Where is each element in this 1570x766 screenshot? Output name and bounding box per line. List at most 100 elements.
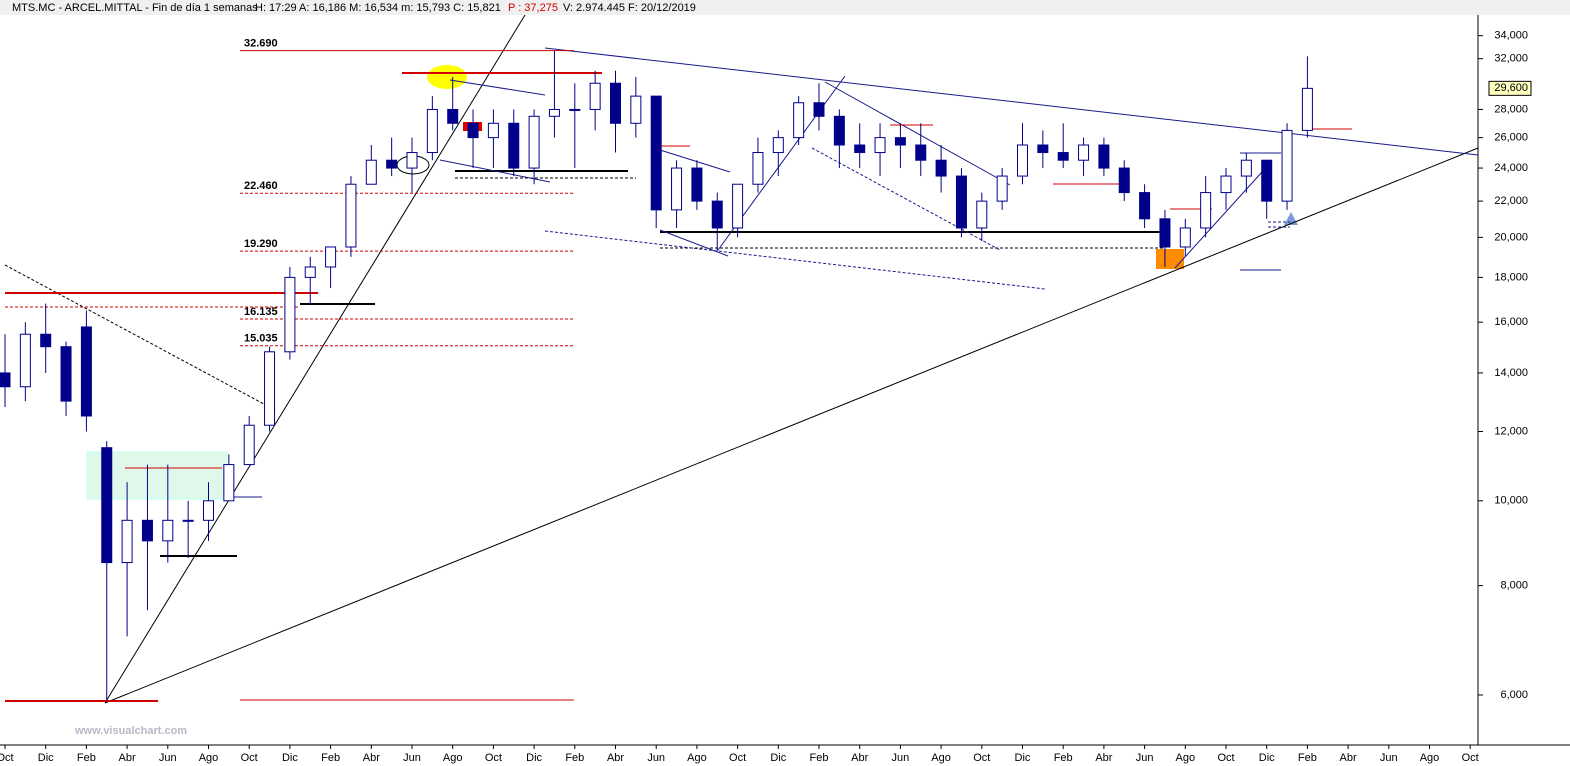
- x-tick-label: Jun: [159, 752, 177, 764]
- candle-body: [1017, 144, 1028, 177]
- candle-body: [508, 122, 520, 169]
- trendline: [811, 147, 1001, 251]
- x-tick-label: Ago: [931, 752, 951, 764]
- y-tick-label: 28,000: [1494, 103, 1528, 115]
- candle-body: [447, 108, 459, 124]
- candle-body: [1261, 159, 1273, 202]
- x-tick-label: Oct: [1462, 752, 1479, 764]
- candle-body: [0, 372, 11, 388]
- x-tick-label: Oct: [241, 752, 258, 764]
- y-tick-label: 6,000: [1500, 689, 1528, 701]
- candle-body: [955, 175, 967, 229]
- x-tick-label: Oct: [973, 752, 990, 764]
- candle-body: [589, 82, 601, 110]
- candle-body: [1179, 227, 1191, 248]
- candle-body: [894, 137, 906, 146]
- y-tick-label: 14,000: [1494, 367, 1528, 379]
- candle-body: [264, 351, 276, 426]
- x-tick-label: Abr: [119, 752, 136, 764]
- trendline: [659, 149, 731, 173]
- candle-body: [223, 464, 235, 502]
- x-tick-label: Dic: [38, 752, 54, 764]
- candle-body: [915, 144, 927, 161]
- candle-body: [1301, 87, 1313, 131]
- trendline: [659, 229, 729, 257]
- x-tick-label: Abr: [363, 752, 380, 764]
- trendline: [439, 159, 551, 183]
- candle-body: [691, 167, 703, 202]
- y-tick-label: 12,000: [1494, 425, 1528, 437]
- trendline: [4, 264, 276, 411]
- x-tick-label: Oct: [0, 752, 14, 764]
- trendline: [1174, 171, 1263, 269]
- candle-body: [203, 500, 214, 521]
- candle-body: [121, 519, 133, 564]
- candle-body: [833, 115, 845, 146]
- candle-body: [548, 108, 560, 117]
- x-tick-label: Dic: [526, 752, 542, 764]
- x-tick-label: Ago: [1420, 752, 1440, 764]
- x-tick-label: Dic: [1015, 752, 1031, 764]
- candle-body: [243, 424, 255, 466]
- candle-body: [1098, 144, 1110, 169]
- price-tag: [1488, 80, 1532, 96]
- candle-body: [1118, 167, 1130, 194]
- candle-body: [162, 519, 174, 542]
- y-tick-label: 22,000: [1494, 195, 1528, 207]
- trendline: [449, 79, 546, 96]
- candle-body: [793, 102, 805, 139]
- candle-body: [284, 276, 296, 353]
- watermark: www.visualchart.com: [74, 725, 187, 737]
- x-tick-label: Ago: [199, 752, 219, 764]
- candle-body: [1240, 159, 1252, 177]
- candle-body: [650, 95, 662, 211]
- candle-body: [60, 346, 72, 402]
- level-label: 16.135: [244, 306, 278, 318]
- candle-body: [1037, 144, 1049, 154]
- x-tick-label: Feb: [565, 752, 584, 764]
- trendline: [544, 47, 1479, 156]
- x-tick-label: Abr: [607, 752, 624, 764]
- price-tag-label: 29,600: [1494, 82, 1528, 94]
- header-bar: [0, 0, 1570, 15]
- x-tick-label: Abr: [1095, 752, 1112, 764]
- candle-body: [40, 333, 52, 348]
- y-tick-label: 32,000: [1494, 53, 1528, 65]
- candle-body: [976, 200, 988, 229]
- marker: [1156, 249, 1184, 269]
- x-tick-label: Ago: [687, 752, 707, 764]
- candle-body: [487, 122, 499, 139]
- x-tick-label: Oct: [1217, 752, 1234, 764]
- candle-body: [732, 183, 744, 229]
- candle-body: [711, 200, 723, 229]
- trendline: [824, 81, 1011, 186]
- y-tick-label: 18,000: [1494, 271, 1528, 283]
- trendline: [544, 230, 1046, 290]
- candle-body: [1159, 218, 1171, 248]
- candle-body: [325, 246, 337, 268]
- candle-body: [182, 519, 194, 522]
- x-tick-label: Jun: [403, 752, 421, 764]
- candle-body: [1281, 129, 1293, 202]
- candle-body: [854, 144, 866, 154]
- x-tick-label: Dic: [1259, 752, 1275, 764]
- level-label: 19.290: [244, 238, 278, 250]
- y-tick-label: 10,000: [1494, 495, 1528, 507]
- candle-body: [671, 167, 683, 211]
- candle-body: [101, 447, 113, 564]
- header-volume: V: 2.974.445 F: 20/12/2019: [563, 2, 696, 14]
- highlight: [427, 65, 467, 89]
- candle-body: [935, 159, 947, 177]
- level-label: 22.460: [244, 180, 278, 192]
- header-p: P : 37,275: [508, 2, 558, 14]
- x-tick-label: Feb: [810, 752, 829, 764]
- x-tick-label: Oct: [485, 752, 502, 764]
- candle-body: [610, 82, 621, 124]
- y-tick-label: 8,000: [1500, 580, 1528, 592]
- candle-body: [365, 159, 377, 185]
- y-tick-label: 24,000: [1494, 162, 1528, 174]
- candle-body: [752, 152, 764, 185]
- y-tick-label: 20,000: [1494, 231, 1528, 243]
- x-tick-label: Feb: [1054, 752, 1073, 764]
